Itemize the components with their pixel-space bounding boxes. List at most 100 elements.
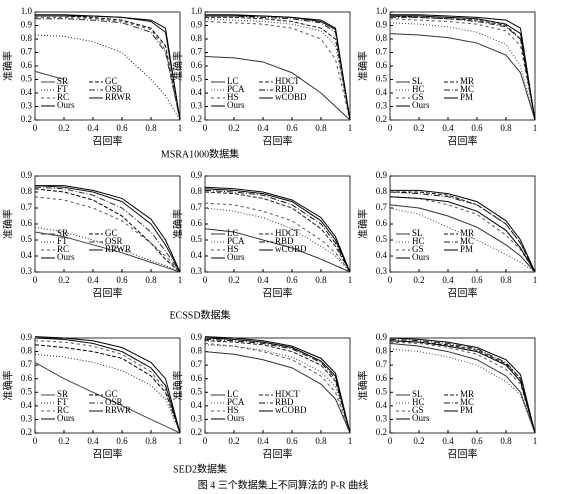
pr-curve xyxy=(34,34,181,121)
y-tick-label: 0.6 xyxy=(376,373,388,383)
x-tick-label: 0.8 xyxy=(145,436,157,446)
legend-label: HC xyxy=(412,84,425,94)
pr-curve xyxy=(34,361,181,434)
y-tick-label: 0.3 xyxy=(21,101,33,111)
y-tick-label: 0.4 xyxy=(191,250,203,260)
pr-curve xyxy=(204,344,351,434)
y-tick-label: 0.7 xyxy=(21,47,33,57)
x-tick-label: 0.2 xyxy=(413,436,424,446)
y-tick-label: 0.7 xyxy=(376,359,388,369)
legend-label: SR xyxy=(57,228,68,238)
legend-label: RBD xyxy=(275,236,294,246)
legend-label: GC xyxy=(105,76,118,86)
pr-curve xyxy=(204,340,351,434)
y-tick-label: 0.4 xyxy=(191,400,203,410)
y-tick-label: 0.5 xyxy=(376,386,388,396)
y-tick-label: 0.7 xyxy=(191,202,203,212)
x-tick-label: 0.6 xyxy=(286,123,298,133)
dataset-caption: SED2数据集 xyxy=(173,462,227,475)
plot-frame xyxy=(34,337,181,434)
legend-label: SL xyxy=(412,76,423,86)
x-tick-label: 0.8 xyxy=(500,275,512,285)
pr-curve xyxy=(204,228,351,273)
x-tick-label: 0.8 xyxy=(315,275,327,285)
x-axis-label: 召回率 xyxy=(448,134,478,147)
y-tick-label: 0.8 xyxy=(376,33,388,43)
y-tick-label: 0.6 xyxy=(21,218,33,228)
y-tick-label: 0.3 xyxy=(376,413,388,423)
y-tick-label: 0.6 xyxy=(191,218,203,228)
x-tick-label: 1 xyxy=(533,436,538,446)
x-tick-label: 0.8 xyxy=(145,123,157,133)
pr-curve xyxy=(389,340,536,434)
y-tick-label: 0.7 xyxy=(376,47,388,57)
pr-curve xyxy=(34,185,181,273)
legend-label: Ours xyxy=(227,252,245,262)
pr-curve xyxy=(205,16,351,121)
legend-label: FT xyxy=(57,397,68,407)
x-axis-label: 召回率 xyxy=(263,286,293,299)
legend-label: SL xyxy=(412,389,423,399)
pr-curve xyxy=(34,226,181,273)
pr-curve xyxy=(34,340,181,434)
y-axis-label: 准确率 xyxy=(171,371,184,401)
x-tick-label: 0.8 xyxy=(315,436,327,446)
legend-label: OSR xyxy=(105,84,123,94)
pr-curve xyxy=(204,186,351,273)
y-tick-label: 0.8 xyxy=(191,186,203,196)
y-tick-label: 0.4 xyxy=(21,400,33,410)
legend-label: wCOBD xyxy=(275,405,307,415)
legend-label: MC xyxy=(460,236,474,246)
pr-curve xyxy=(204,336,351,434)
x-tick-label: 0.2 xyxy=(228,123,239,133)
pr-curve xyxy=(34,337,181,434)
x-tick-label: 0.2 xyxy=(228,275,239,285)
legend-label: LC xyxy=(227,228,239,238)
pr-curve xyxy=(389,33,536,121)
pr-curve xyxy=(205,14,351,121)
dataset-caption: ECSSD数据集 xyxy=(169,308,230,321)
legend-label: HS xyxy=(227,405,239,415)
plot-frame xyxy=(389,337,536,434)
y-tick-label: 0.3 xyxy=(21,413,33,423)
legend-label: SR xyxy=(57,76,68,86)
legend-label: Ours xyxy=(412,413,430,423)
pr-curve xyxy=(204,188,351,273)
legend-label: MR xyxy=(460,228,474,238)
pr-curve xyxy=(35,15,181,121)
y-tick-label: 0.4 xyxy=(191,87,203,97)
x-tick-label: 0 xyxy=(33,275,38,285)
dataset-caption: MSRA1000数据集 xyxy=(161,147,239,160)
legend-label: HDCT xyxy=(275,228,300,238)
x-axis-label: 召回率 xyxy=(93,134,123,147)
y-axis-label: 准确率 xyxy=(1,209,14,239)
x-tick-label: 0 xyxy=(388,436,393,446)
pr-curve xyxy=(204,189,351,273)
y-tick-label: 0.3 xyxy=(376,101,388,111)
legend-label: SR xyxy=(57,389,68,399)
pr-curve xyxy=(34,336,181,434)
x-axis-label: 召回率 xyxy=(448,286,478,299)
legend-label: PCA xyxy=(227,397,245,407)
y-tick-label: 0.3 xyxy=(191,101,203,111)
legend-label: LC xyxy=(227,389,239,399)
pr-curve xyxy=(35,185,181,273)
pr-curve xyxy=(390,189,536,273)
legend-label: Ours xyxy=(412,100,430,110)
pr-curve xyxy=(389,348,536,434)
y-tick-label: 0.8 xyxy=(21,346,33,356)
y-tick-label: 0.6 xyxy=(191,60,203,70)
y-tick-label: 0.7 xyxy=(191,47,203,57)
x-axis-label: 召回率 xyxy=(263,447,293,460)
y-tick-label: 0.5 xyxy=(191,386,203,396)
y-tick-label: 0.6 xyxy=(376,60,388,70)
legend-label: GC xyxy=(105,228,118,238)
legend-label: HDCT xyxy=(275,76,300,86)
y-axis-label: 准确率 xyxy=(356,51,369,81)
x-tick-label: 0.4 xyxy=(87,436,99,446)
x-axis-label: 召回率 xyxy=(93,286,123,299)
x-tick-label: 0.6 xyxy=(286,436,298,446)
legend-label: SL xyxy=(412,228,423,238)
x-tick-label: 0.8 xyxy=(145,275,157,285)
y-tick-label: 0.6 xyxy=(191,373,203,383)
